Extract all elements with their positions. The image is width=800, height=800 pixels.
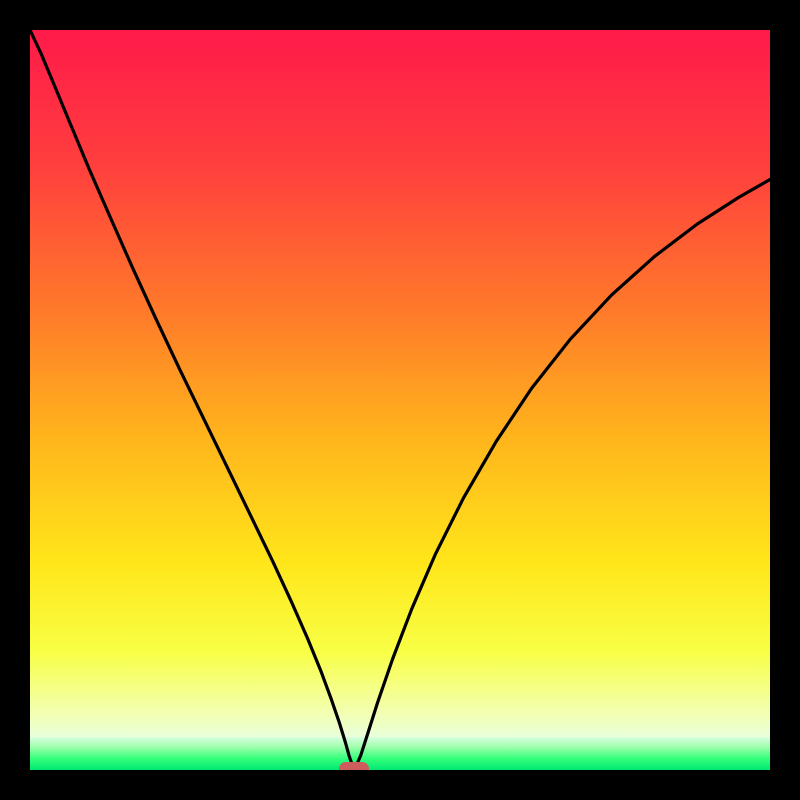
plot-area <box>30 30 770 770</box>
optimum-marker <box>339 762 369 770</box>
bottleneck-curve <box>30 30 770 770</box>
chart-container: TheBottleneck.com <box>0 0 800 800</box>
